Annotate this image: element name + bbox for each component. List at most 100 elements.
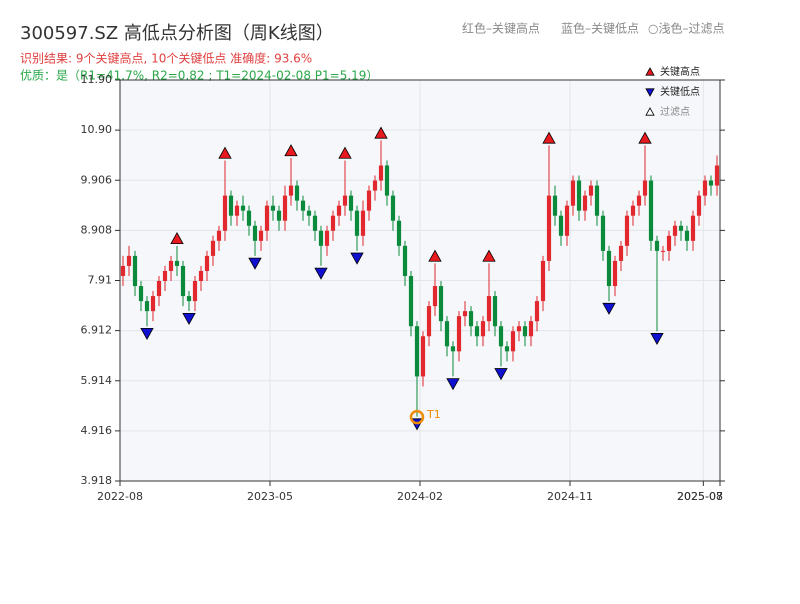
header-legend: ○浅色–过滤点 (648, 22, 724, 36)
x-tick-label: 2024-02 (397, 490, 443, 503)
key-point (170, 232, 184, 245)
candle-body (264, 205, 270, 231)
y-tick-label: 6.912 (81, 324, 113, 337)
x-tick-label: 2022-08 (97, 490, 143, 503)
plot-frame (119, 79, 721, 482)
candle-body (588, 185, 594, 196)
candle-body (576, 180, 582, 211)
key-point (374, 126, 388, 139)
candle-body (342, 195, 348, 206)
legend-label: 关键高点 (660, 65, 700, 78)
candle-body (618, 245, 624, 261)
candle-body (558, 215, 564, 236)
candle-body (288, 185, 294, 196)
candle-body (624, 215, 630, 246)
candle-body (390, 195, 396, 221)
candle-body (612, 260, 618, 287)
key-point (140, 328, 154, 341)
candle-body (330, 215, 336, 231)
y-tick-label: 5.914 (81, 374, 113, 387)
candle-body (138, 286, 144, 302)
candle-body (126, 255, 132, 266)
candle-body (216, 230, 222, 241)
candle-body (192, 281, 198, 302)
candle-body (300, 200, 306, 211)
y-tick-label: 4.916 (81, 424, 113, 437)
y-tick-label: 3.918 (81, 474, 113, 487)
candle-body (366, 190, 372, 211)
candle-body (642, 180, 648, 196)
candle-body (204, 255, 210, 271)
candle-body (306, 210, 312, 216)
candle-body (354, 210, 360, 236)
header-legend: 红色–关键高点 (462, 21, 540, 36)
candle-body (168, 260, 174, 271)
candle-body (186, 296, 192, 302)
candle-body (378, 165, 384, 181)
candle-body (360, 210, 366, 236)
key-point (350, 252, 364, 265)
candle-body (504, 346, 510, 352)
candle-body (696, 195, 702, 216)
candle-body (534, 301, 540, 322)
candle-body (606, 250, 612, 287)
candle-body (198, 270, 204, 282)
candle-body (174, 260, 180, 266)
candle-body (678, 225, 684, 231)
candle-body (582, 195, 588, 211)
candle-body (234, 205, 240, 216)
candle-body (474, 326, 480, 337)
candle-body (456, 316, 462, 352)
y-tick-label: 7.91 (88, 274, 113, 287)
candle-body (528, 321, 534, 337)
candle-body (702, 180, 708, 196)
candle-body (594, 185, 600, 216)
candle-body (318, 230, 324, 246)
candle-body (540, 260, 546, 302)
candle-body (630, 205, 636, 216)
candle-body (372, 180, 378, 191)
legend-marker (645, 107, 655, 116)
quality-note: 优质：是（R1=41.7%, R2=0.82 ; T1=2024-02-08 P… (20, 69, 378, 83)
candle-body (228, 195, 234, 216)
legend-label: 关键低点 (660, 85, 700, 98)
candle-body (210, 240, 216, 256)
candle-body (348, 195, 354, 211)
candle-body (468, 311, 474, 327)
x-tick-label: 2025-08 (677, 490, 723, 503)
chart-title: 300597.SZ 高低点分析图（周K线图） (20, 23, 334, 44)
y-tick-label: 8.908 (81, 223, 113, 236)
y-tick-label: 9.906 (81, 173, 113, 186)
key-point (218, 146, 232, 159)
key-point (248, 257, 262, 270)
y-tick-label: 11.90 (81, 73, 113, 86)
key-point (542, 131, 556, 144)
candle-body (324, 230, 330, 246)
candle-body (444, 321, 450, 347)
candle-body (252, 225, 258, 241)
candle-body (636, 195, 642, 206)
candle-body (552, 195, 558, 216)
candle-body (150, 296, 156, 312)
key-point (338, 146, 352, 159)
key-point (284, 144, 298, 157)
candle-body (492, 296, 498, 327)
candle-body (450, 346, 456, 352)
candle-body (384, 165, 390, 196)
candle-body (480, 321, 486, 337)
candle-body (156, 281, 162, 297)
candle-body (654, 240, 660, 251)
key-point (638, 131, 652, 144)
candle-body (120, 265, 126, 276)
key-point (482, 249, 496, 262)
candle-body (162, 270, 168, 282)
candle-body (660, 250, 666, 252)
candle-body (432, 286, 438, 307)
candle-body (666, 235, 672, 251)
legend-marker (645, 67, 655, 76)
candle-body (546, 195, 552, 261)
candle-body (714, 165, 720, 186)
candle-body (282, 195, 288, 221)
candle-body (570, 180, 576, 206)
